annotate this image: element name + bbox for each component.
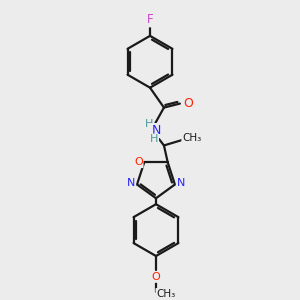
Text: H: H	[150, 134, 158, 145]
Text: H: H	[145, 118, 153, 128]
Text: F: F	[147, 14, 153, 26]
Text: N: N	[177, 178, 185, 188]
Text: O: O	[183, 97, 193, 110]
Text: O: O	[152, 272, 160, 282]
Text: N: N	[151, 124, 161, 137]
Text: CH₃: CH₃	[156, 289, 176, 299]
Text: CH₃: CH₃	[182, 134, 202, 143]
Text: N: N	[127, 178, 135, 188]
Text: O: O	[134, 157, 143, 167]
